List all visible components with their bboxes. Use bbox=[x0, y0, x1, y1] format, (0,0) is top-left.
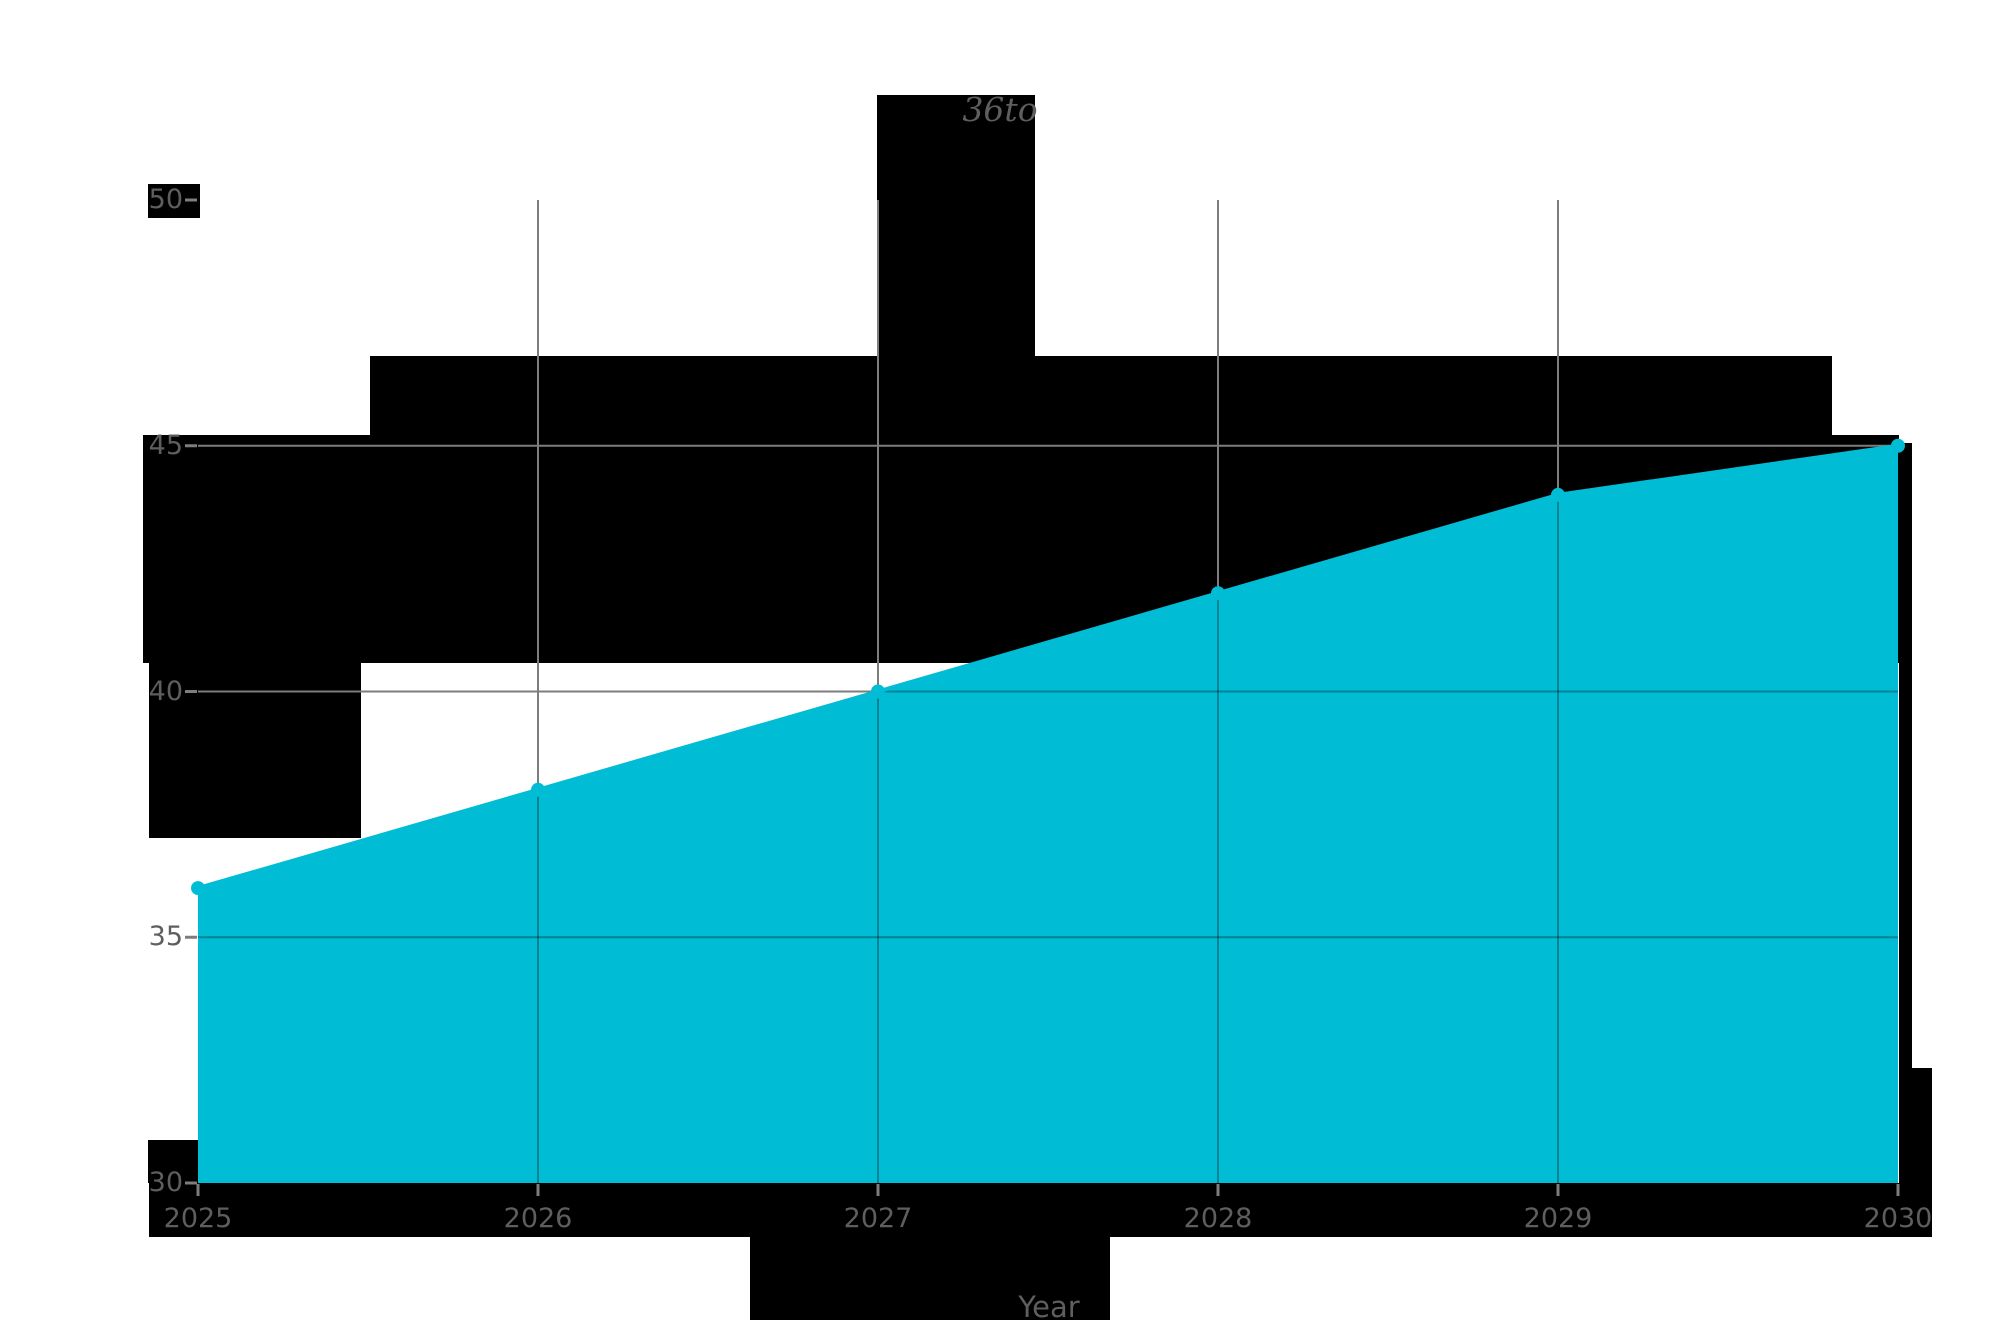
x-tick-label: 2030 bbox=[1863, 1203, 1933, 1234]
artifact-rect-ytick30-bbox bbox=[148, 1140, 198, 1183]
data-point-marker bbox=[1211, 586, 1225, 601]
y-tick-label: 45 bbox=[148, 429, 183, 461]
data-point-marker bbox=[1891, 438, 1905, 453]
series-line bbox=[197, 443, 1899, 891]
chart-title: 36to bbox=[962, 90, 1038, 129]
artifact-rect-bottom-band bbox=[149, 1183, 1932, 1237]
x-tick-label: 2027 bbox=[843, 1203, 913, 1234]
x-axis-label: Year bbox=[1018, 1290, 1080, 1324]
artifact-rect-right-strip bbox=[1899, 443, 1912, 1068]
artifact-rect-title-column bbox=[877, 95, 1035, 356]
x-tick-label: 2025 bbox=[163, 1203, 233, 1234]
artifact-rect-band bbox=[370, 356, 1832, 435]
artifact-rect-right-strip-low bbox=[1899, 1068, 1932, 1237]
artifact-rect-xlabel-bbox bbox=[750, 1237, 1110, 1320]
x-tick-label: 2029 bbox=[1523, 1203, 1593, 1234]
y-tick-label: 35 bbox=[148, 921, 183, 953]
data-point-marker bbox=[871, 684, 885, 699]
axis-ticks bbox=[185, 198, 1900, 1196]
y-tick-label: 40 bbox=[148, 675, 183, 707]
x-tick-label: 2026 bbox=[503, 1203, 573, 1234]
data-point-marker bbox=[191, 881, 205, 896]
area-fill bbox=[198, 445, 1898, 1183]
data-point-marker bbox=[531, 782, 545, 797]
x-tick-label: 2028 bbox=[1183, 1203, 1253, 1234]
y-tick-label: 30 bbox=[148, 1167, 183, 1198]
data-point-marker bbox=[1551, 487, 1565, 502]
y-tick-label: 50 bbox=[148, 184, 183, 215]
